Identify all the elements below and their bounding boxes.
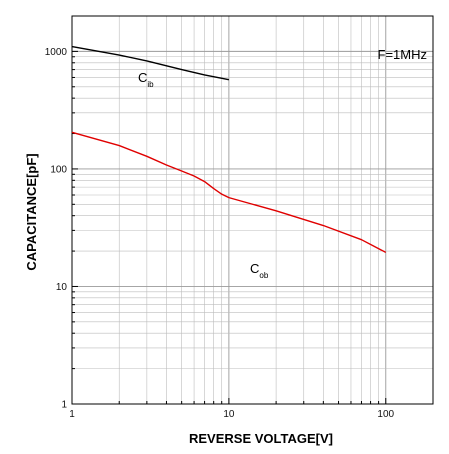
y-tick-label: 1000 <box>45 47 68 58</box>
series-layer <box>71 45 387 253</box>
series-line-cib <box>71 45 230 81</box>
y-tick-label: 10 <box>56 282 68 293</box>
series-label-cob: Cob <box>250 261 269 280</box>
cib-main: C <box>138 70 147 85</box>
y-tick-label: 100 <box>50 164 67 175</box>
series-line-cob <box>71 131 387 253</box>
cob-sub: ob <box>259 271 268 280</box>
series-label-cib: Cib <box>138 70 154 89</box>
y-tick-label: 1 <box>61 400 67 411</box>
y-axis-title: CAPACITANCE[pF] <box>24 153 39 270</box>
cib-sub: ib <box>147 80 154 89</box>
frequency-annotation: F=1MHz <box>378 47 427 62</box>
plot-frame <box>71 15 434 405</box>
x-tick-label: 100 <box>377 409 394 420</box>
x-tick-label: 1 <box>69 409 75 420</box>
grid <box>71 15 434 405</box>
x-axis-title: REVERSE VOLTAGE[V] <box>189 431 333 446</box>
cob-main: C <box>250 261 259 276</box>
x-tick-label: 10 <box>223 409 235 420</box>
tick-labels: 1 10 100 1 10 100 1000 <box>45 47 395 420</box>
